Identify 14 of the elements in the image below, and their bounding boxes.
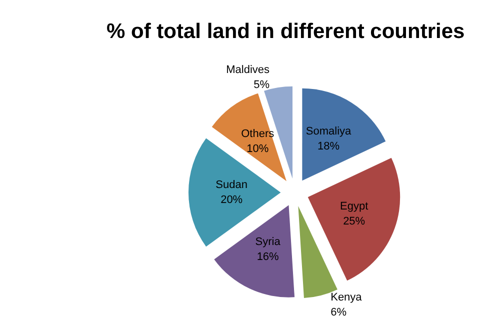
data-label: 18% [318, 140, 340, 153]
data-label: 20% [220, 194, 243, 206]
data-label: 6% [330, 306, 347, 319]
data-label: 16% [256, 251, 280, 264]
slice-label: Egypt [340, 200, 368, 212]
slice-label: Kenya [330, 292, 363, 304]
data-label: 25% [343, 215, 366, 228]
data-label: 10% [246, 142, 269, 155]
chart-title: % of total land in different countries [106, 20, 465, 43]
slice-label: Sudan [216, 178, 248, 191]
data-label: 5% [254, 79, 270, 92]
slice-label: Maldives [226, 64, 270, 76]
slice-label: Somaliya [306, 126, 352, 138]
slice-label: Syria [255, 236, 282, 248]
